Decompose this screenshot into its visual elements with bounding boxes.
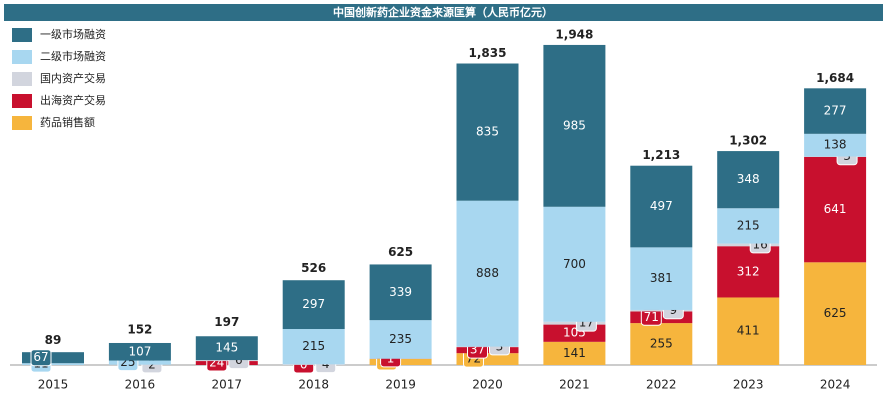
bar-segment xyxy=(804,156,867,263)
bar-segment xyxy=(717,151,780,209)
bar-segment xyxy=(369,320,432,359)
value-label: 381 xyxy=(650,271,673,285)
bar-segment xyxy=(195,360,258,362)
bar-segment xyxy=(717,297,780,365)
total-label: 1,835 xyxy=(469,46,507,60)
value-label: 235 xyxy=(389,332,412,346)
bar-segment xyxy=(717,246,780,298)
x-tick-label: 2016 xyxy=(125,378,156,392)
x-tick-label: 2017 xyxy=(212,378,243,392)
value-label: 138 xyxy=(824,138,847,152)
bar-segment xyxy=(282,329,345,365)
total-label: 526 xyxy=(301,261,326,275)
value-label: 339 xyxy=(389,285,412,299)
value-label: 411 xyxy=(737,324,760,338)
bar-segment xyxy=(630,323,693,365)
value-label: 277 xyxy=(824,104,847,118)
bar-segment xyxy=(543,321,606,325)
chart-title: 中国创新药企业资金来源匡算（人民币亿元） xyxy=(333,5,553,19)
bar-segment xyxy=(804,262,867,365)
bar-segment xyxy=(630,165,693,248)
total-label: 1,684 xyxy=(816,71,854,85)
bar-segment xyxy=(22,363,84,365)
value-label: 215 xyxy=(737,218,760,232)
label-box xyxy=(30,349,52,367)
value-label: 497 xyxy=(650,199,673,213)
total-label: 625 xyxy=(388,245,413,259)
bar-segment xyxy=(108,342,171,361)
title-bar xyxy=(4,4,883,21)
bar-segment xyxy=(717,208,780,244)
value-label: 297 xyxy=(302,297,325,311)
bar-segment xyxy=(369,264,432,321)
value-label: 985 xyxy=(563,118,586,132)
x-tick-label: 2024 xyxy=(820,378,851,392)
value-label: 9 xyxy=(669,303,677,317)
bar-segment xyxy=(456,63,519,201)
value-label: 71 xyxy=(644,310,659,324)
legend-swatch xyxy=(12,116,32,130)
x-tick-label: 2021 xyxy=(559,378,590,392)
bar-segment xyxy=(543,206,606,322)
total-label: 1,948 xyxy=(555,27,593,41)
bar-segment xyxy=(456,353,519,365)
bar-segment xyxy=(804,88,867,134)
value-label: 700 xyxy=(563,257,586,271)
bar-segment xyxy=(543,341,606,365)
total-label: 89 xyxy=(45,333,62,347)
legend-label: 二级市场融资 xyxy=(40,49,106,63)
total-label: 1,213 xyxy=(642,148,680,162)
value-label: 145 xyxy=(215,341,238,355)
value-label: 107 xyxy=(128,344,151,358)
bar-segment xyxy=(195,336,258,361)
x-tick-label: 2018 xyxy=(298,378,329,392)
value-label: 141 xyxy=(563,346,586,360)
legend-swatch xyxy=(12,94,32,108)
bar-segment xyxy=(630,309,693,312)
total-label: 1,302 xyxy=(729,134,767,148)
legend-label: 一级市场融资 xyxy=(40,27,106,41)
value-label: 215 xyxy=(302,339,325,353)
value-label: 348 xyxy=(737,172,760,186)
bar-segment xyxy=(630,247,693,310)
legend-label: 出海资产交易 xyxy=(40,93,106,107)
legend-swatch xyxy=(12,72,32,86)
x-tick-label: 2023 xyxy=(733,378,764,392)
bar-segment xyxy=(717,243,780,247)
bar-segment xyxy=(282,364,345,365)
value-label: 312 xyxy=(737,264,760,278)
bar-segment xyxy=(456,200,519,347)
legend-swatch xyxy=(12,50,32,64)
bar-segment xyxy=(282,280,345,330)
legend-swatch xyxy=(12,28,32,42)
total-label: 197 xyxy=(214,315,239,329)
legend-label: 药品销售额 xyxy=(40,115,95,129)
x-tick-label: 2020 xyxy=(472,378,503,392)
bar-segment xyxy=(804,133,867,157)
legend-label: 国内资产交易 xyxy=(40,71,106,85)
value-label: 625 xyxy=(824,306,847,320)
total-label: 152 xyxy=(127,323,152,337)
x-tick-label: 2022 xyxy=(646,378,677,392)
value-label: 67 xyxy=(33,350,48,364)
bar-segment xyxy=(108,360,171,365)
bar-segment xyxy=(543,44,606,207)
value-label: 835 xyxy=(476,125,499,139)
x-tick-label: 2015 xyxy=(38,378,69,392)
x-tick-label: 2019 xyxy=(385,378,416,392)
bar-segment xyxy=(22,352,84,364)
value-label: 888 xyxy=(476,266,499,280)
value-label: 255 xyxy=(650,337,673,351)
value-label: 641 xyxy=(824,202,847,216)
